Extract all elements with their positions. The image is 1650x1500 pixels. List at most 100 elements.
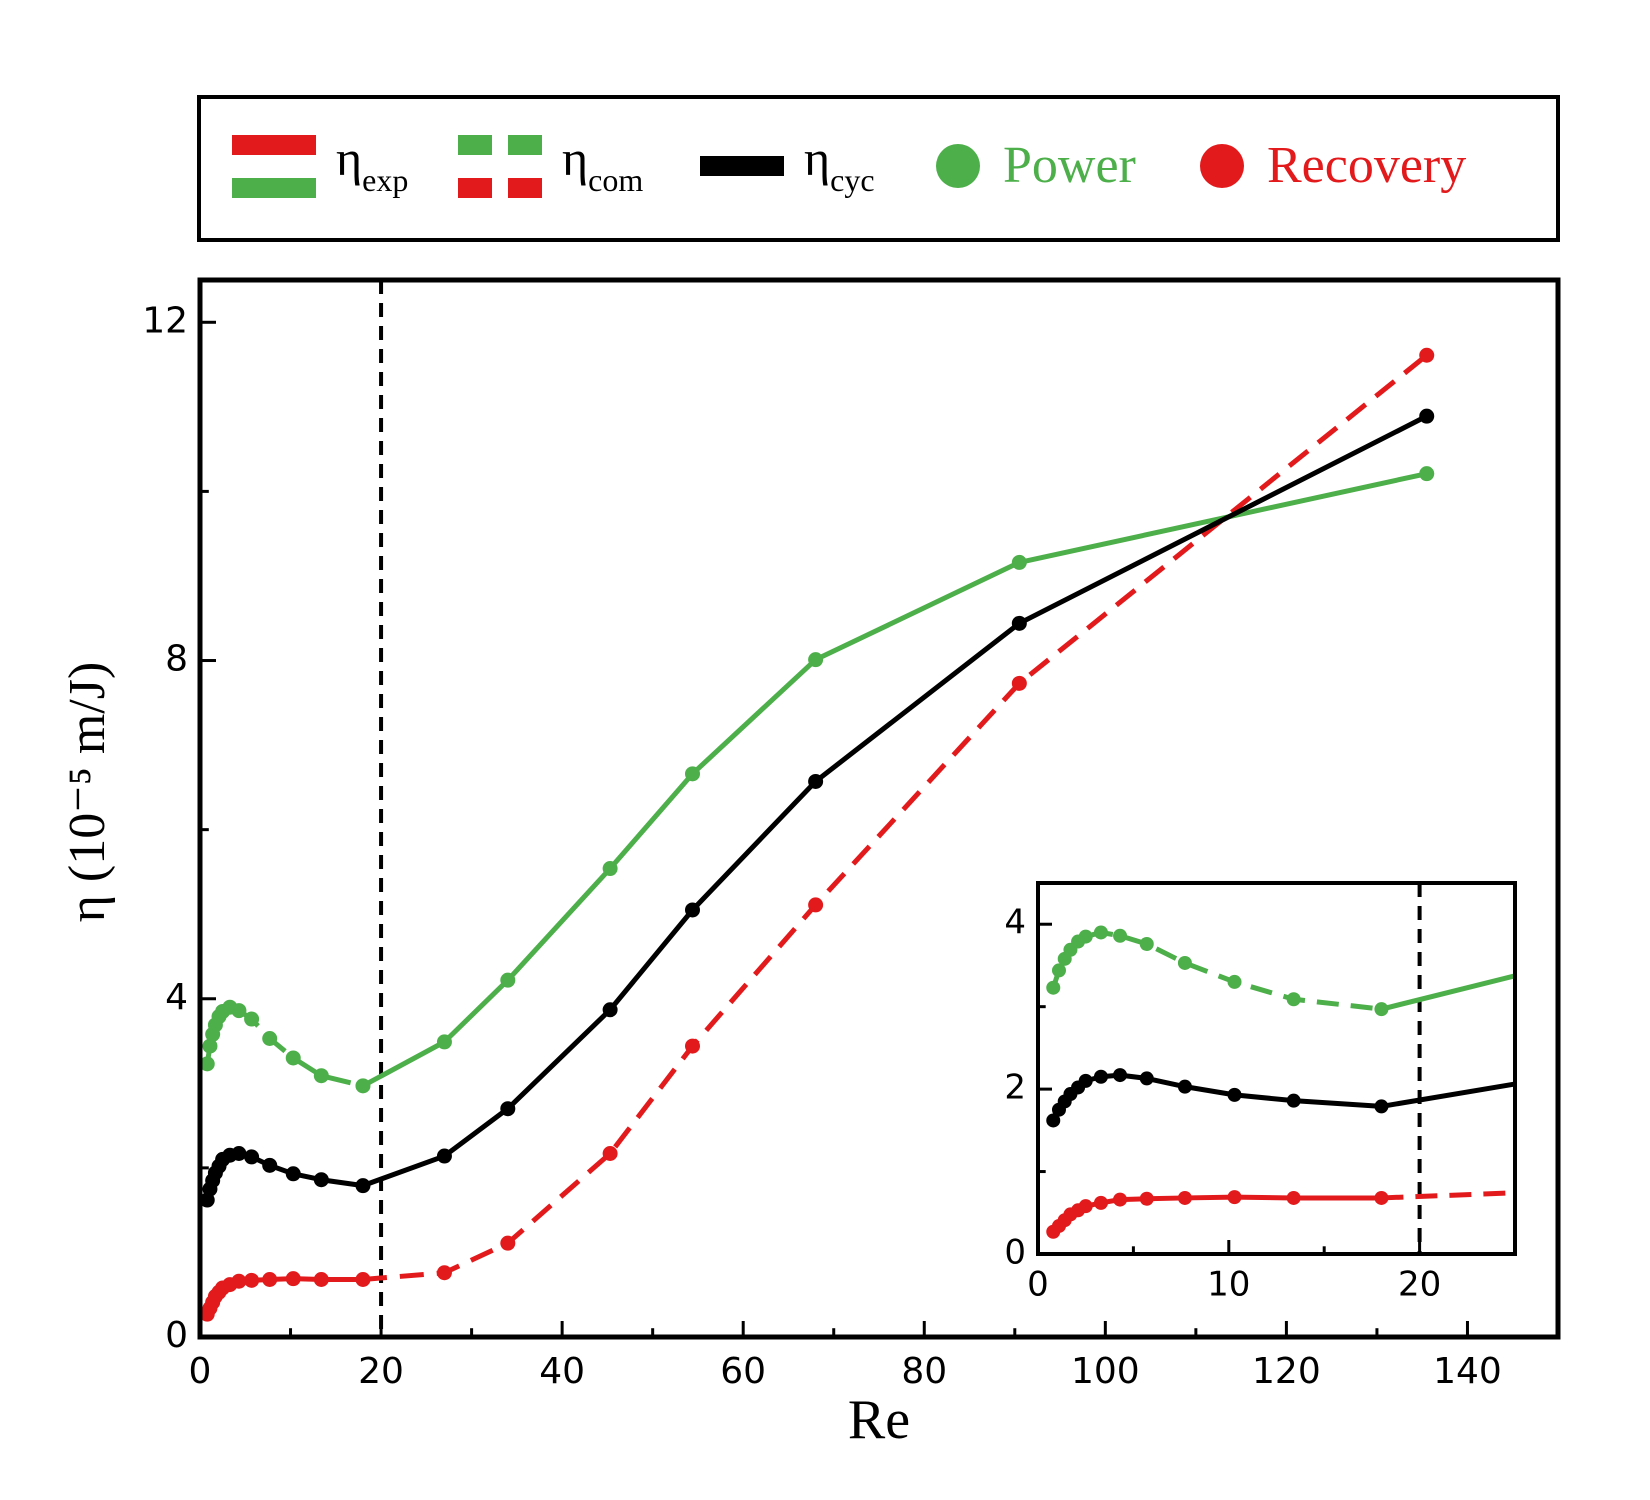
data-point: [1011, 554, 1027, 570]
data-point: [685, 1038, 701, 1054]
data-point: [231, 1146, 247, 1162]
data-point: [313, 1068, 329, 1084]
data-point: [285, 1271, 301, 1287]
y-tick-label: 0: [1004, 1233, 1026, 1273]
legend-label: Recovery: [1267, 137, 1466, 194]
data-point: [1419, 408, 1435, 424]
legend-subscript: exp: [362, 162, 408, 198]
data-point: [285, 1050, 301, 1066]
data-point: [1227, 1087, 1242, 1102]
y-axis-label: η (10⁻⁵ m/J): [59, 662, 116, 923]
data-layer: [1046, 925, 1515, 1239]
data-point: [1286, 1190, 1301, 1205]
data-point: [1093, 925, 1108, 940]
legend-symbol: η: [804, 130, 830, 186]
data-point: [1078, 1199, 1093, 1214]
data-point: [1139, 1191, 1154, 1206]
legend-symbol: η: [336, 130, 362, 186]
legend-box: [197, 95, 1560, 242]
data-point: [1419, 347, 1435, 363]
x-tick-label: 100: [1071, 1351, 1140, 1392]
y-tick-label: 2: [1004, 1068, 1026, 1108]
series-line: [361, 471, 1428, 1089]
data-point: [1113, 928, 1128, 943]
data-point: [1113, 1192, 1128, 1207]
data-point: [231, 1273, 247, 1289]
x-tick-label: 120: [1252, 1351, 1321, 1392]
data-point: [808, 652, 824, 668]
data-point: [1093, 1195, 1108, 1210]
data-point: [500, 1235, 516, 1251]
y-tick-label: 4: [165, 977, 188, 1018]
data-point: [500, 1101, 516, 1117]
data-point: [1139, 937, 1154, 952]
data-point: [500, 972, 516, 988]
data-point: [1011, 615, 1027, 631]
x-tick-label: 60: [720, 1351, 766, 1392]
x-tick-label: 20: [1398, 1265, 1441, 1305]
x-tick-label: 10: [1207, 1265, 1250, 1305]
data-point: [1078, 929, 1093, 944]
inset-plot: 0 10 20 0 2 4: [1004, 881, 1517, 1305]
data-point: [1177, 1190, 1192, 1205]
data-point: [1011, 675, 1027, 691]
data-point: [685, 902, 701, 918]
data-point: [244, 1272, 260, 1288]
data-point: [355, 1078, 371, 1094]
data-point: [313, 1172, 329, 1188]
plot-frame: [197, 277, 1561, 1340]
legend-symbol: η: [562, 130, 588, 186]
y-tick-label: 12: [142, 300, 188, 341]
legend-subscript: cyc: [830, 162, 874, 198]
data-point: [262, 1157, 278, 1173]
data-point: [436, 1034, 452, 1050]
data-point: [244, 1011, 260, 1027]
plot-background: [1038, 883, 1515, 1254]
legend-marker: [936, 144, 980, 188]
data-point: [808, 897, 824, 913]
y-tick-label: 4: [1004, 903, 1026, 943]
data-point: [262, 1031, 278, 1047]
data-point: [1374, 1002, 1389, 1017]
data-point: [1227, 974, 1242, 989]
data-point: [436, 1265, 452, 1281]
data-point: [231, 1003, 247, 1019]
legend-label: ηcyc: [804, 130, 875, 198]
series-line: [362, 353, 1429, 1282]
data-point: [202, 1038, 218, 1054]
data-point: [602, 1002, 618, 1018]
data-point: [1286, 992, 1301, 1007]
data-point: [1177, 1079, 1192, 1094]
data-point: [1046, 980, 1061, 995]
x-tick-label: 0: [1027, 1265, 1049, 1305]
legend-label: ηexp: [336, 130, 408, 198]
y-tick-label: 8: [165, 639, 188, 680]
data-point: [1227, 1190, 1242, 1205]
data-point: [262, 1271, 278, 1287]
data-point: [1374, 1190, 1389, 1205]
data-point: [1113, 1068, 1128, 1083]
data-point: [1046, 1113, 1061, 1128]
data-point: [1177, 955, 1192, 970]
data-point: [1051, 963, 1066, 978]
data-point: [808, 773, 824, 789]
legend-subscript: com: [588, 162, 643, 198]
x-axis-label: Re: [848, 1389, 910, 1451]
plot-frame: [1036, 881, 1517, 1256]
legend: ηexp ηcom ηcyc Power Recovery: [232, 130, 1466, 198]
data-point: [685, 766, 701, 782]
data-point: [313, 1271, 329, 1287]
data-point: [602, 861, 618, 877]
legend-label: ηcom: [562, 130, 643, 198]
data-point: [200, 1056, 215, 1072]
x-tick-label: 40: [539, 1351, 585, 1392]
data-layer: [200, 347, 1435, 1322]
data-point: [355, 1271, 371, 1287]
data-point: [355, 1178, 371, 1194]
data-point: [1286, 1093, 1301, 1108]
data-point: [1374, 1099, 1389, 1114]
data-point: [1419, 466, 1435, 482]
data-point: [1093, 1069, 1108, 1084]
data-point: [602, 1146, 618, 1162]
